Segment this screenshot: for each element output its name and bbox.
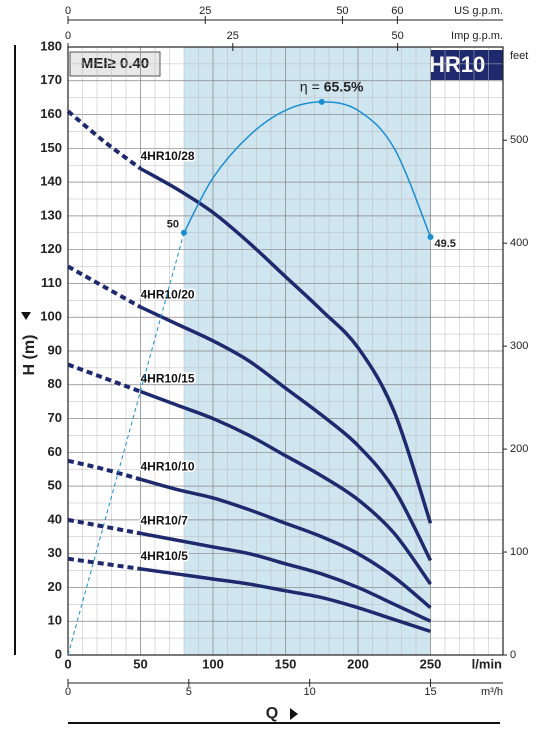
y-tick-label: 180 <box>40 38 62 53</box>
y2-tick-label: 200 <box>510 443 528 455</box>
y-tick-label: 150 <box>40 140 62 155</box>
data-label: 50 <box>167 219 179 231</box>
tick-label: 0 <box>65 30 71 42</box>
x-tick-label: 50 <box>133 656 147 671</box>
y-tick-label: 90 <box>48 342 62 357</box>
y-tick-label: 160 <box>40 106 62 121</box>
y-tick-label: 110 <box>41 275 62 290</box>
curve <box>67 362 142 394</box>
tick-label: 10 <box>304 686 316 698</box>
y-tick-label: 0 <box>55 646 62 661</box>
x-tick-label: 200 <box>347 656 369 671</box>
y-tick-label: 130 <box>40 207 62 222</box>
curve <box>140 531 432 623</box>
axis-label: Imp g.p.m. <box>451 30 503 42</box>
y2-tick-label: 100 <box>510 546 528 558</box>
y2-axis-label: feet <box>510 50 528 62</box>
y2-tick-label: 500 <box>510 134 528 146</box>
legend-label: 4HR10/10 <box>141 460 195 474</box>
curve <box>140 567 432 634</box>
legend-label: 4HR10/15 <box>141 372 195 386</box>
y-tick-label: 100 <box>40 309 62 324</box>
curve <box>140 477 432 610</box>
curve <box>67 458 142 482</box>
tick-label: 50 <box>391 30 403 42</box>
tick-label: 60 <box>391 5 403 17</box>
y-axis-label: H (m) <box>21 335 38 376</box>
x-tick-label: 150 <box>275 656 297 671</box>
arrow <box>21 312 31 320</box>
x-tick-label: 0 <box>64 656 71 671</box>
y-tick-label: 10 <box>48 613 62 628</box>
tick-label: 15 <box>424 686 436 698</box>
data-label: 65.5% <box>324 79 364 95</box>
curve <box>139 305 433 562</box>
y2-tick-label: 400 <box>510 237 528 249</box>
efficiency-point <box>318 98 325 105</box>
tick-label: 5 <box>186 686 192 698</box>
efficiency-name: η = <box>300 79 320 95</box>
tick-label: 0 <box>65 686 71 698</box>
legend-label: 4HR10/7 <box>141 514 189 528</box>
curve <box>67 264 142 309</box>
legend-label: 4HR10/28 <box>141 149 195 163</box>
data-label: 49.5 <box>435 238 456 250</box>
y-tick-label: 40 <box>48 511 62 526</box>
x-axis-label: Q <box>266 705 278 722</box>
tick-label: 25 <box>227 30 239 42</box>
axis-label: m³/h <box>481 686 503 698</box>
tick-label: 25 <box>199 5 211 17</box>
efficiency-point <box>181 229 187 236</box>
y-tick-label: 50 <box>48 478 62 493</box>
curve <box>139 167 433 524</box>
arrow <box>290 708 298 720</box>
efficiency-curve <box>183 101 432 238</box>
y-tick-label: 170 <box>40 72 62 87</box>
y2-tick-label: 300 <box>510 340 528 352</box>
efficiency-point <box>427 234 434 240</box>
curve <box>67 517 141 536</box>
y-tick-label: 60 <box>48 444 62 459</box>
y-tick-label: 140 <box>40 174 62 189</box>
curve <box>139 389 432 586</box>
y-tick-label: 80 <box>48 376 62 391</box>
x-tick-label: 100 <box>202 656 224 671</box>
curve <box>66 109 142 171</box>
curve <box>67 556 141 571</box>
y-tick-label: 30 <box>48 545 62 560</box>
y-tick-label: 120 <box>40 241 62 256</box>
y-tick-label: 70 <box>48 410 62 425</box>
y-tick-label: 20 <box>48 579 62 594</box>
x-unit: l/min <box>472 656 502 671</box>
tick-label: 0 <box>65 5 71 17</box>
axis-label: US g.p.m. <box>454 5 503 17</box>
legend-label: 4HR10/5 <box>141 549 189 563</box>
tick-label: 50 <box>336 5 348 17</box>
legend-label: 4HR10/20 <box>141 287 195 301</box>
badge: MEI≥ 0.40 <box>81 55 149 72</box>
x-tick-label: 250 <box>420 656 442 671</box>
y2-tick-label: 0 <box>510 649 516 661</box>
efficiency-curve <box>67 232 185 656</box>
